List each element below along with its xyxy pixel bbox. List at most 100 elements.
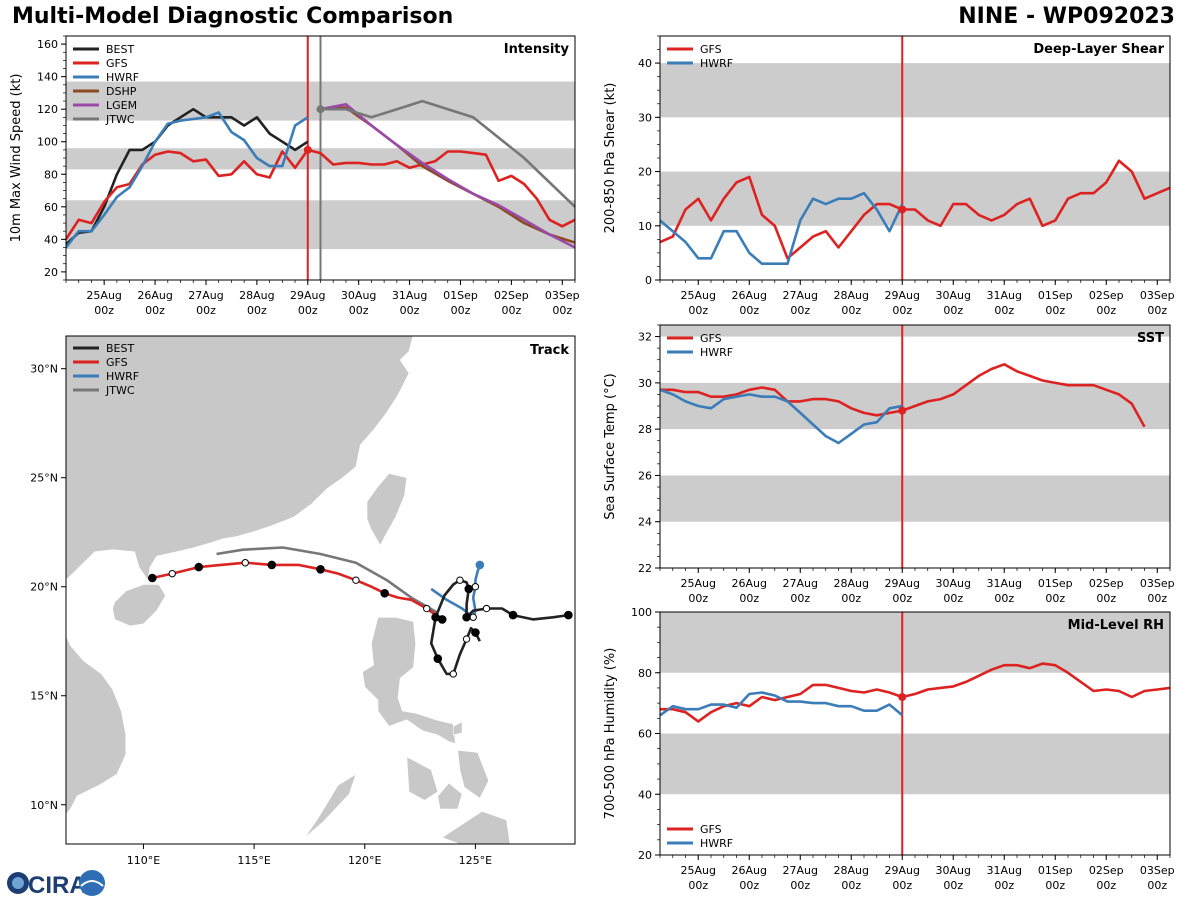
threshold-band	[660, 612, 1170, 673]
palawan-island	[304, 773, 357, 838]
x-tick-hour: 00z	[298, 304, 318, 317]
series-line-gfs	[66, 148, 575, 241]
y-tick-label: 30	[638, 111, 652, 124]
x-tick-hour: 00z	[790, 592, 810, 605]
vietnam-coast	[66, 634, 127, 815]
x-tick-hour: 00z	[892, 304, 912, 317]
cira-logo-text: CIRA	[28, 872, 87, 899]
x-tick-hour: 00z	[451, 304, 471, 317]
x-tick-hour: 00z	[943, 879, 963, 892]
legend-label-gfs: GFS	[700, 823, 722, 836]
taiwan-island	[366, 473, 408, 546]
x-tick-hour: 00z	[892, 592, 912, 605]
panel-title: SST	[1137, 331, 1164, 346]
x-tick-date: 30Aug	[936, 864, 971, 877]
track-point-open	[471, 583, 480, 591]
x-tick-date: 02Sep	[1089, 289, 1124, 302]
y-tick-label: 20	[44, 266, 58, 279]
x-tick-hour: 00z	[943, 592, 963, 605]
current-marker-gfs	[303, 145, 312, 154]
track-line-jtwc	[216, 546, 439, 615]
panel-sst: 22 24 26 28 30 32 25Aug 00z 26Aug 00z 27Aug 00z 28Au…	[603, 324, 1175, 605]
x-tick-hour: 00z	[552, 304, 572, 317]
china-mainland	[66, 336, 414, 581]
y-tick-label: 30	[638, 377, 652, 390]
y-tick-label: 10	[638, 220, 652, 233]
x-tick-date: 03Sep	[1140, 577, 1175, 590]
map-frame	[65, 335, 576, 845]
x-tick-hour: 00z	[1096, 304, 1116, 317]
lat-tick-label: 30°N	[30, 363, 58, 376]
x-tick-date: 27Aug	[188, 289, 223, 302]
panel-title: Intensity	[504, 42, 570, 57]
x-tick-hour: 00z	[1147, 879, 1167, 892]
x-tick-date: 26Aug	[732, 289, 767, 302]
x-tick-date: 28Aug	[239, 289, 274, 302]
track-point-filled	[471, 628, 480, 637]
legend-label-gfs: GFS	[106, 356, 128, 369]
x-tick-date: 31Aug	[987, 864, 1022, 877]
lon-tick-label: 110°E	[127, 854, 160, 867]
x-tick-hour: 00z	[349, 304, 369, 317]
track-point-filled	[431, 612, 440, 622]
samar-leyte-island	[457, 749, 490, 799]
y-tick-label: 60	[638, 728, 652, 741]
panel-intensity: 20 40 60 80 100 120 140 160 25Aug 00z 26Aug 00z 27Au…	[9, 35, 580, 317]
y-tick-label: 80	[638, 667, 652, 680]
x-tick-date: 28Aug	[834, 864, 869, 877]
y-tick-label: 100	[631, 606, 652, 619]
x-tick-date: 02Sep	[1089, 864, 1124, 877]
y-tick-label: 100	[37, 136, 58, 149]
x-tick-date: 03Sep	[1140, 864, 1175, 877]
luzon-island	[362, 616, 456, 745]
x-tick-hour: 00z	[247, 304, 267, 317]
track-point-filled	[267, 560, 277, 570]
x-tick-date: 02Sep	[494, 289, 529, 302]
plot-area	[66, 36, 575, 280]
x-tick-date: 03Sep	[545, 289, 580, 302]
panel-track: 110°E 115°E 120°E 125°E 10°N 15°N 20°N 25°N 30°N…	[30, 335, 576, 867]
series-line-jtwc	[320, 99, 575, 208]
lat-tick-label: 10°N	[30, 799, 58, 812]
track-point-filled	[380, 588, 389, 598]
series-line-lgem	[320, 103, 575, 249]
panel-shear: 0 10 20 30 40 25Aug 00z 26Aug 00z 27Aug 00z 28Aug 00…	[603, 35, 1175, 317]
x-tick-hour: 00z	[1045, 592, 1065, 605]
panel-rh: 20 40 60 80 100 25Aug 00z 26Aug 00z 27Aug 00z 28Aug…	[603, 606, 1175, 892]
legend-label-best: BEST	[106, 43, 134, 56]
x-tick-hour: 00z	[688, 879, 708, 892]
y-tick-label: 24	[638, 516, 652, 529]
legend-label-dshp: DSHP	[106, 85, 137, 98]
legend-label-best: BEST	[106, 342, 134, 355]
y-tick-label: 120	[37, 103, 58, 116]
series-line-gfs	[660, 159, 1170, 260]
track-point-filled	[508, 610, 518, 620]
legend-label-jtwc: JTWC	[105, 113, 135, 126]
y-tick-label: 32	[638, 331, 652, 344]
current-marker-jtwc	[316, 105, 325, 114]
x-tick-hour: 00z	[943, 304, 963, 317]
map-area	[66, 336, 575, 844]
lat-tick-label: 15°N	[30, 690, 58, 703]
x-tick-hour: 00z	[739, 879, 759, 892]
x-tick-date: 28Aug	[834, 577, 869, 590]
x-tick-hour: 00z	[145, 304, 165, 317]
track-point-open	[352, 576, 360, 584]
x-tick-hour: 00z	[739, 592, 759, 605]
y-tick-label: 40	[638, 57, 652, 70]
track-point-open	[469, 613, 477, 621]
legend-label-gfs: GFS	[106, 57, 128, 70]
y-tick-label: 80	[44, 168, 58, 181]
x-tick-date: 29Aug	[885, 577, 920, 590]
x-tick-hour: 00z	[994, 304, 1014, 317]
lat-tick-label: 25°N	[30, 472, 58, 485]
lon-tick-label: 125°E	[459, 854, 492, 867]
y-tick-label: 22	[638, 562, 652, 575]
track-line-hwrf	[430, 564, 482, 619]
y-tick-label: 20	[638, 166, 652, 179]
x-tick-hour: 00z	[196, 304, 216, 317]
x-tick-hour: 00z	[994, 879, 1014, 892]
x-tick-hour: 00z	[1147, 304, 1167, 317]
x-tick-date: 01Sep	[443, 289, 478, 302]
